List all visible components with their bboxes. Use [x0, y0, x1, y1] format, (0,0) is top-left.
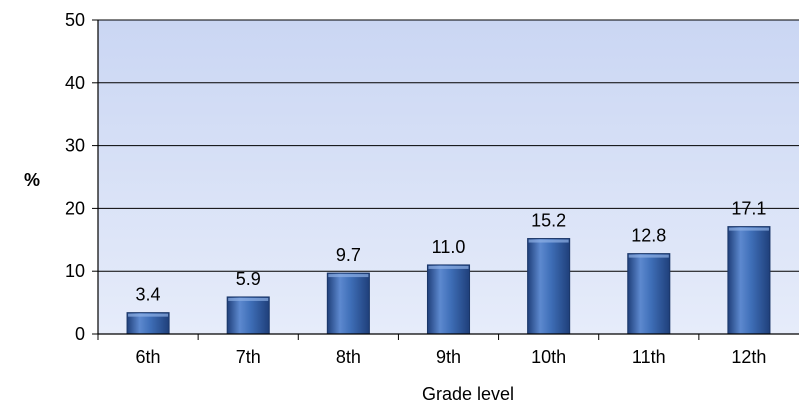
data-labels: 3.4 5.9 9.7 11.0 15.2 12.8 17.1 — [136, 199, 767, 305]
x-tick-label: 11th — [632, 347, 666, 367]
bar-9th — [426, 264, 471, 335]
x-tick-labels: 6th 7th 8th 9th 10th 11th 12th — [136, 347, 767, 367]
bar-highlight — [328, 274, 369, 278]
bars — [126, 226, 771, 335]
bar-11th — [627, 253, 671, 335]
bar-highlight — [728, 227, 769, 231]
data-label: 5.9 — [236, 269, 261, 289]
x-tick-label: 12th — [731, 347, 766, 367]
data-label: 17.1 — [731, 199, 766, 219]
y-tick-label: 20 — [65, 198, 85, 218]
bar-8th — [326, 272, 370, 335]
x-tick-label: 8th — [336, 347, 361, 367]
bar-highlight — [428, 265, 469, 269]
x-tick-label: 9th — [436, 347, 461, 367]
x-tick-label: 10th — [531, 347, 566, 367]
data-label: 3.4 — [136, 285, 161, 305]
bar-highlight — [528, 239, 569, 243]
bar-highlight — [228, 297, 269, 301]
y-tick-labels: 0 10 20 30 40 50 — [65, 10, 85, 344]
bar-12th — [727, 226, 771, 335]
axes — [92, 19, 799, 340]
y-tick-label: 0 — [75, 324, 85, 344]
y-tick-label: 40 — [65, 73, 85, 93]
data-label: 9.7 — [336, 245, 361, 265]
bar-highlight — [628, 254, 669, 258]
x-tick-label: 7th — [236, 347, 261, 367]
gridlines — [98, 19, 799, 272]
x-axis-title: Grade level — [422, 384, 514, 404]
bar-10th — [527, 238, 571, 335]
y-tick-label: 50 — [65, 10, 85, 30]
bar-highlight — [128, 313, 169, 317]
x-tick-label: 6th — [136, 347, 161, 367]
bar-7th — [226, 296, 270, 335]
data-label: 11.0 — [432, 237, 466, 257]
y-tick-label: 10 — [65, 261, 85, 281]
data-label: 15.2 — [531, 211, 566, 231]
y-tick-label: 30 — [65, 136, 85, 156]
y-axis-title: % — [24, 170, 40, 190]
data-label: 12.8 — [631, 226, 666, 246]
